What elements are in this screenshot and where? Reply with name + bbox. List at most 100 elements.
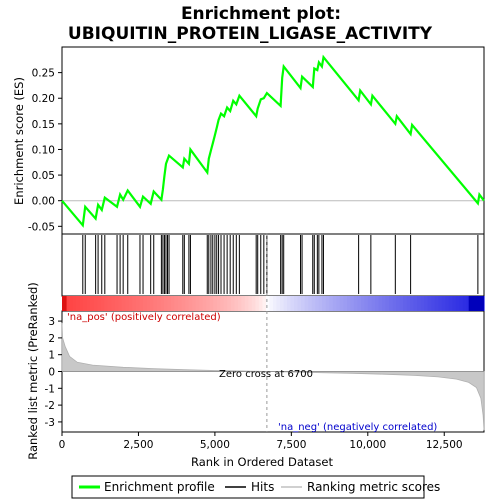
heatmap-cell bbox=[202, 296, 207, 311]
heatmap-cell bbox=[135, 296, 140, 311]
heatmap-cell bbox=[283, 296, 288, 311]
heatmap-cell bbox=[290, 296, 295, 311]
heatmap-cell bbox=[462, 296, 468, 311]
heatmap-cell bbox=[192, 296, 197, 311]
heatmap-cell bbox=[343, 296, 348, 311]
legend-hits-label: Hits bbox=[251, 480, 274, 494]
heatmap-cell bbox=[149, 296, 155, 311]
heatmap-cell bbox=[374, 296, 380, 311]
heatmap-cell bbox=[104, 296, 109, 311]
legend-box bbox=[71, 475, 425, 499]
heatmap-cell bbox=[139, 296, 144, 311]
x-tick-label: 0 bbox=[59, 439, 66, 451]
heatmap-cell bbox=[248, 296, 253, 311]
x-axis-label: Rank in Ordered Dataset bbox=[191, 455, 334, 469]
metric-y-tick-label: -2 bbox=[45, 400, 55, 412]
heatmap-cell bbox=[125, 296, 130, 311]
heatmap-cell bbox=[304, 296, 309, 311]
heatmap-cell bbox=[396, 296, 401, 311]
heatmap-cell bbox=[364, 296, 369, 311]
chart-title-line1: Enrichment plot: bbox=[181, 4, 341, 24]
heatmap-cell bbox=[79, 296, 84, 311]
heatmap-cell bbox=[237, 296, 242, 311]
heatmap-cell bbox=[220, 296, 225, 311]
x-tick-label: 10,000 bbox=[349, 439, 386, 451]
ranked-metric-layer: -3 -2 -1 0 1 2 3 0 2,500 5,000 7,500 10,000 12,500 bbox=[45, 233, 485, 451]
es-y-tick-label: 0.10 bbox=[32, 144, 55, 156]
heatmap-cell bbox=[163, 296, 169, 311]
heatmap-cell bbox=[315, 296, 320, 311]
heatmap-cell bbox=[371, 296, 376, 311]
heatmap-cell bbox=[332, 296, 337, 311]
heatmap-cell bbox=[181, 296, 186, 311]
heatmap-cell bbox=[367, 296, 373, 311]
enrichment-layer: -0.05 0.00 0.05 0.10 0.15 0.20 0.25 bbox=[28, 54, 485, 233]
metric-y-tick-label: -1 bbox=[45, 383, 55, 395]
heatmap-cell bbox=[420, 296, 425, 311]
heatmap-cell bbox=[322, 296, 327, 311]
heatmap-cell bbox=[336, 296, 341, 311]
heatmap-cell bbox=[452, 296, 457, 311]
heatmap-cell bbox=[76, 296, 81, 311]
heatmap-cell bbox=[216, 296, 221, 311]
heatmap-cell bbox=[294, 296, 299, 311]
heatmap-cell bbox=[382, 296, 387, 311]
heatmap-cell bbox=[178, 296, 183, 311]
heatmap-cell bbox=[90, 296, 95, 311]
heatmap-cell bbox=[72, 296, 77, 311]
es-y-axis-label: Enrichment score (ES) bbox=[12, 77, 26, 205]
heatmap-cell bbox=[132, 296, 137, 311]
heatmap-cell bbox=[434, 296, 439, 311]
es-y-tick-label: -0.05 bbox=[28, 221, 55, 233]
heatmap-cell bbox=[83, 296, 88, 311]
heatmap-cell bbox=[417, 296, 422, 311]
heatmap-cell bbox=[230, 296, 235, 311]
heatmap-cell bbox=[389, 296, 394, 311]
heatmap-cell bbox=[100, 296, 105, 311]
metric-y-tick-label: 3 bbox=[48, 316, 55, 328]
heatmap-cell bbox=[360, 296, 366, 311]
heatmap-cell bbox=[424, 296, 429, 311]
heatmap-cell bbox=[209, 296, 214, 311]
heatmap-cell bbox=[241, 296, 246, 311]
heatmap-cell bbox=[171, 296, 176, 311]
heatmap-cell bbox=[160, 296, 165, 311]
heatmap-cell bbox=[276, 296, 281, 311]
metric-y-tick-label: -3 bbox=[45, 417, 55, 429]
heatmap-cell bbox=[385, 296, 390, 311]
enrichment-profile-line bbox=[61, 54, 485, 228]
es-y-tick-label: 0.15 bbox=[32, 119, 55, 131]
ranking-metric-area bbox=[61, 322, 485, 431]
heatmap-cell bbox=[97, 296, 102, 311]
heatmap-cell bbox=[403, 296, 408, 311]
heatmap-cell bbox=[269, 296, 274, 311]
heatmap-cell bbox=[431, 296, 436, 311]
heatmap-cell bbox=[174, 296, 179, 311]
heatmap-cell bbox=[262, 296, 267, 311]
heatmap-cell bbox=[111, 296, 116, 311]
heatmap-cell bbox=[86, 296, 91, 311]
heatmap-cell bbox=[234, 296, 239, 311]
x-tick-label: 12,500 bbox=[426, 439, 463, 451]
heatmap-cell bbox=[468, 296, 484, 311]
enrichment-panel-frame bbox=[61, 46, 485, 235]
heatmap-cell bbox=[167, 296, 172, 311]
heatmap-cell bbox=[459, 296, 464, 311]
hits-panel-frame bbox=[61, 233, 485, 297]
heatmap-cell bbox=[114, 296, 119, 311]
zero-cross-label: Zero cross at 6700 bbox=[219, 369, 313, 380]
heatmap-cell bbox=[413, 296, 418, 311]
heatmap-cell bbox=[455, 296, 460, 311]
heatmap-cell bbox=[346, 296, 351, 311]
neg-correlated-label: 'na_neg' (negatively correlated) bbox=[278, 422, 437, 433]
heatmap-cell bbox=[466, 296, 471, 311]
heatmap-cell bbox=[185, 296, 190, 311]
es-y-tick-label: 0.20 bbox=[32, 93, 55, 105]
heatmap-cell bbox=[297, 296, 302, 311]
heatmap-cell bbox=[353, 296, 358, 311]
x-tick-label: 7,500 bbox=[276, 439, 306, 451]
heatmap-cell bbox=[273, 296, 278, 311]
heatmap-cell bbox=[427, 296, 432, 311]
heatmap-cell bbox=[251, 296, 257, 311]
